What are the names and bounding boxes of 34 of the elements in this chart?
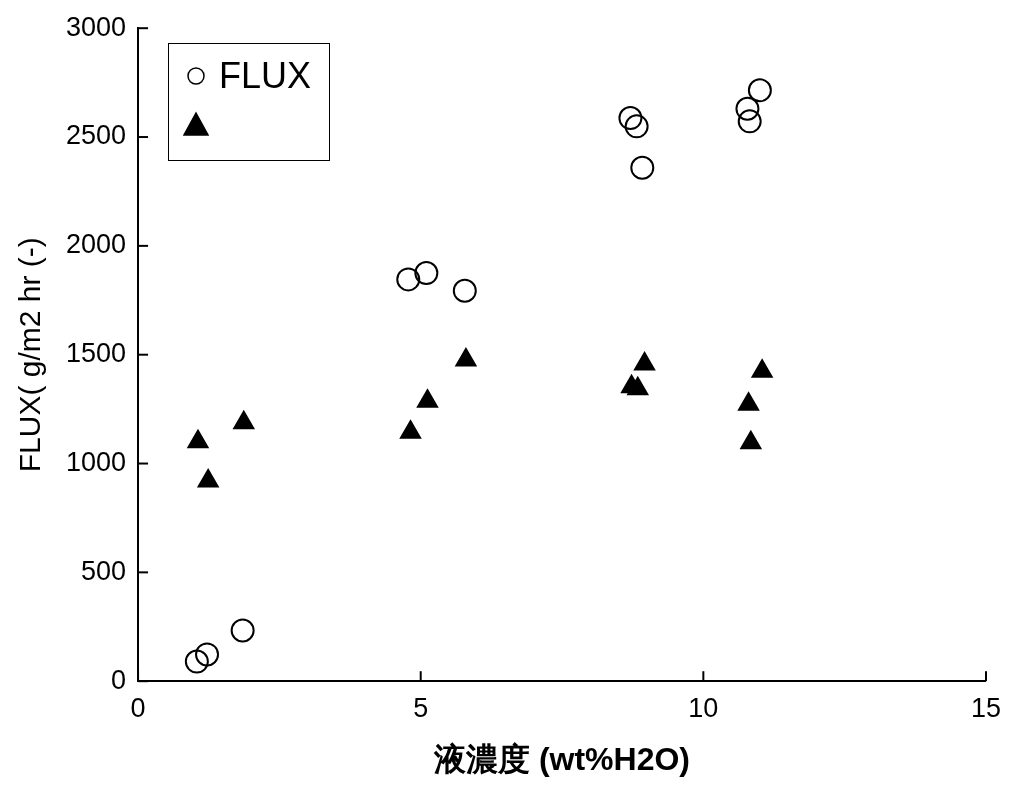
point	[738, 392, 760, 411]
point	[416, 389, 439, 408]
y-tick-label: 3000	[65, 11, 127, 42]
point	[624, 114, 649, 139]
y-tick-label: 1500	[65, 338, 127, 369]
y-tick-label: 500	[81, 555, 127, 586]
x-tick-label: 5	[413, 692, 429, 723]
point	[414, 261, 439, 286]
point	[627, 376, 649, 396]
point	[452, 278, 477, 303]
x-tick-label: 10	[688, 692, 719, 723]
point	[747, 78, 772, 103]
point	[630, 155, 655, 180]
y-tick-label: 1000	[65, 446, 127, 477]
y-axis-title: FLUX( g/m2 hr (-)	[13, 237, 47, 473]
y-tick-label: 0	[111, 664, 127, 695]
point	[618, 106, 643, 131]
x-tick-label: 15	[970, 692, 1002, 723]
legend-label: FLUX	[219, 55, 312, 98]
point	[735, 96, 760, 121]
x-axis-title: 液濃度 (wt%H2O)	[433, 740, 691, 777]
point	[751, 359, 773, 378]
point	[187, 429, 209, 449]
point	[634, 352, 656, 371]
point	[197, 468, 219, 488]
point	[396, 267, 421, 292]
point	[400, 420, 422, 439]
y-tick-label: 2500	[65, 120, 127, 151]
point	[740, 430, 762, 450]
x-tick-label: 0	[130, 692, 146, 723]
point	[233, 410, 255, 430]
point	[455, 347, 477, 367]
point	[737, 109, 762, 134]
y-tick-label: 2000	[65, 229, 127, 260]
